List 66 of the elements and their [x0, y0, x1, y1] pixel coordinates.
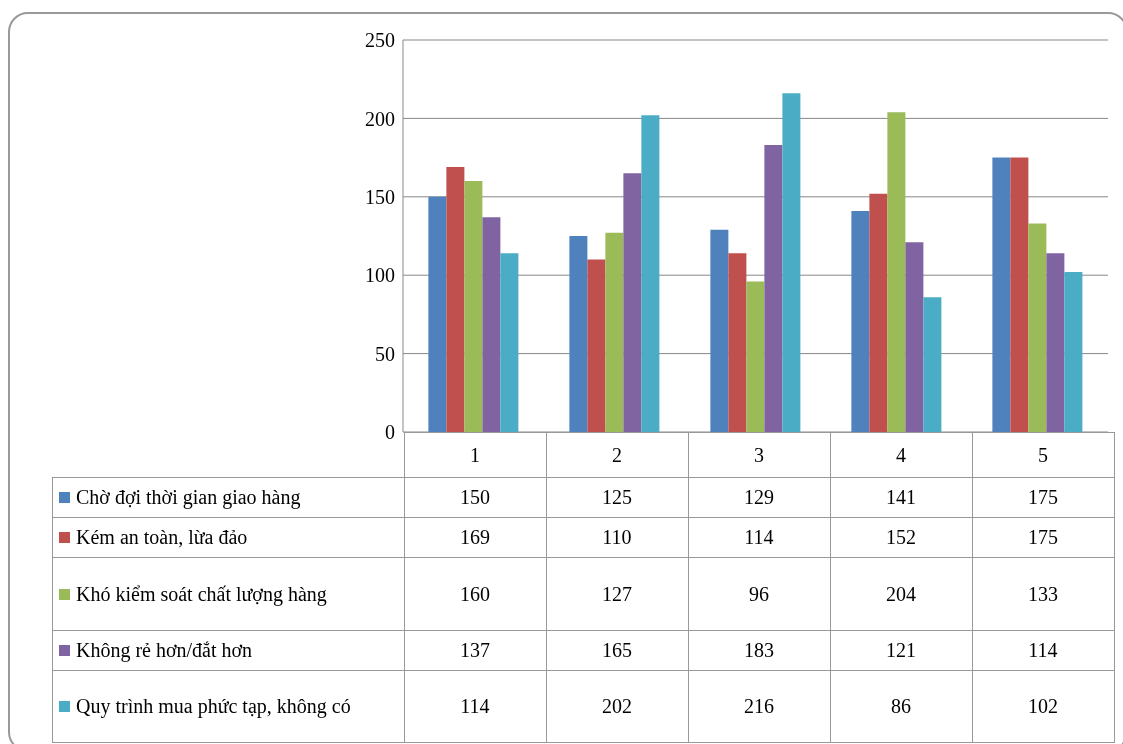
data-label: 137: [404, 630, 546, 671]
data-label: 110: [546, 517, 688, 558]
x-tick-label: 4: [830, 432, 972, 478]
bar: [500, 253, 519, 432]
bar: [605, 232, 624, 432]
data-label: 183: [688, 630, 830, 671]
x-tick-label: 3: [688, 432, 830, 478]
bar: [992, 157, 1011, 432]
bar: [428, 196, 447, 432]
y-tick-label: 200: [365, 107, 395, 130]
data-label: 175: [972, 517, 1114, 558]
data-label: 141: [830, 477, 972, 518]
data-label: 121: [830, 630, 972, 671]
x-tick-label: 2: [546, 432, 688, 478]
data-label: 133: [972, 557, 1114, 631]
data-label: 102: [972, 670, 1114, 743]
bar: [887, 112, 906, 432]
bar: [569, 236, 588, 432]
bar: [464, 181, 483, 432]
bar: [1028, 223, 1047, 432]
data-label: 127: [546, 557, 688, 631]
y-tick-label: 100: [365, 264, 395, 287]
data-label: 96: [688, 557, 830, 631]
x-tick-label: 5: [972, 432, 1114, 478]
legend-label: Không rẻ hơn/đắt hơn: [76, 639, 253, 662]
legend-label: Kém an toàn, lừa đảo: [76, 526, 248, 549]
y-tick-label: 50: [375, 342, 395, 365]
data-label: 150: [404, 477, 546, 518]
bar: [1010, 157, 1029, 432]
data-label: 175: [972, 477, 1114, 518]
bar: [923, 297, 942, 432]
legend-label: Quy trình mua phức tạp, không có: [76, 695, 351, 718]
data-label: 216: [688, 670, 830, 743]
data-label: 169: [404, 517, 546, 558]
data-label: 129: [688, 477, 830, 518]
bar: [1046, 253, 1065, 432]
data-label: 86: [830, 670, 972, 743]
data-label: 202: [546, 670, 688, 743]
data-label: 165: [546, 630, 688, 671]
data-label: 125: [546, 477, 688, 518]
bar: [782, 93, 801, 432]
bar: [623, 173, 642, 432]
data-label: 114: [688, 517, 830, 558]
bar: [482, 217, 501, 432]
y-tick-label: 250: [365, 29, 395, 52]
data-label: 160: [404, 557, 546, 631]
bar: [446, 167, 465, 432]
data-label: 204: [830, 557, 972, 631]
bar: [746, 281, 765, 432]
data-label: 114: [972, 630, 1114, 671]
bar: [869, 193, 888, 432]
bar: [905, 242, 924, 432]
x-tick-label: 1: [404, 432, 546, 478]
y-tick-label: 150: [365, 185, 395, 208]
bar: [728, 253, 747, 432]
bar: [1064, 272, 1083, 432]
bar: [587, 259, 606, 432]
bar: [851, 210, 870, 432]
bar: [764, 145, 783, 432]
bar: [641, 115, 660, 432]
bar: [710, 229, 729, 432]
legend-label: Chờ đợi thời gian giao hàng: [76, 486, 301, 509]
data-label: 152: [830, 517, 972, 558]
data-label: 114: [404, 670, 546, 743]
legend-label: Khó kiểm soát chất lượng hàng: [76, 582, 327, 606]
y-tick-label: 0: [385, 421, 395, 444]
